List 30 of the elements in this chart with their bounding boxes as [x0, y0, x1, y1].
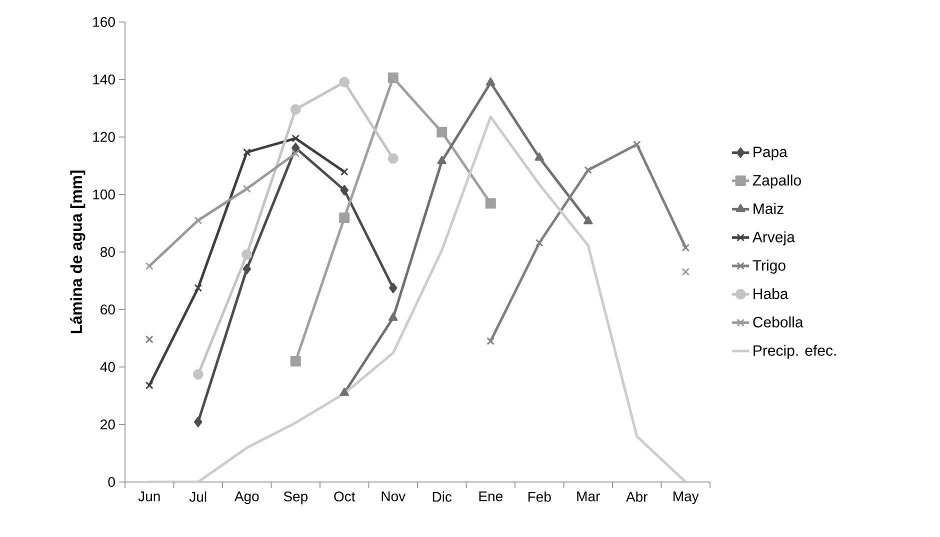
y-tick-label: 0 — [108, 477, 115, 487]
x-tick-label: Ago — [234, 492, 259, 504]
x-tick-label: Jul — [189, 492, 206, 502]
legend-label: Trigo — [752, 260, 786, 274]
x-tick-label: Nov — [382, 492, 406, 502]
x-tick-label: Oct — [334, 492, 356, 502]
legend-label: Maiz — [754, 202, 784, 214]
x-tick-label: May — [674, 492, 699, 504]
y-tick-label: 60 — [100, 304, 115, 314]
y-axis-title: Lámina de agua [mm] — [70, 170, 86, 334]
x-tick-label: Abr — [626, 492, 648, 502]
x-tick-label: Dic — [432, 492, 452, 502]
legend-label: Zapallo — [752, 174, 801, 189]
legend-label: Precip. efec. — [754, 344, 836, 359]
y-tick-label: 100 — [93, 190, 115, 200]
legend-label: Papa — [754, 146, 788, 160]
y-tick-label: 80 — [100, 247, 115, 257]
y-tick-label: 160 — [93, 17, 115, 27]
y-tick-label: 140 — [93, 74, 115, 84]
y-tick-label: 120 — [93, 132, 115, 142]
x-tick-label: Ene — [479, 492, 502, 502]
x-tick-label: Mar — [577, 492, 600, 502]
y-tick-label: 40 — [100, 362, 115, 372]
legend-label: Cebolla — [753, 316, 804, 328]
x-tick-label: Jun — [138, 492, 160, 502]
x-tick-label: Feb — [528, 492, 551, 502]
legend-label: Arveja — [752, 231, 795, 246]
legend-label: Haba — [754, 288, 788, 300]
x-tick-label: Sep — [284, 492, 308, 504]
y-tick-label: 20 — [100, 420, 115, 430]
